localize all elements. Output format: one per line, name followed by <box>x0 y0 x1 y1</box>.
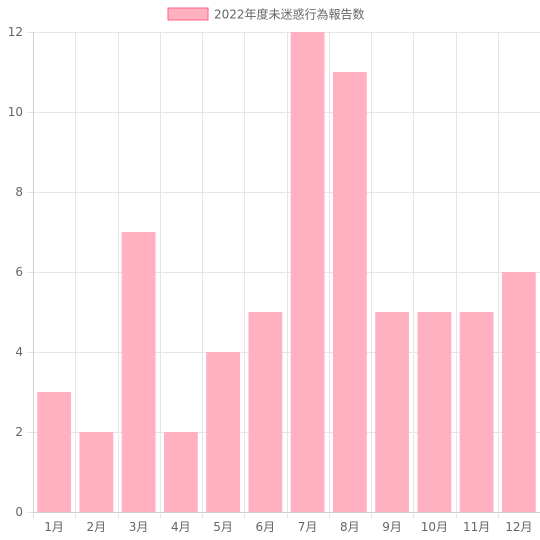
x-tick-label: 1月 <box>44 520 64 534</box>
x-tick-label: 9月 <box>382 520 402 534</box>
axes: 0 2 4 6 8 10 12 1月 2月 3月 4月 5月 6月 7月 8月 9月 10月 11月 12月 <box>8 25 540 534</box>
y-tick-label: 8 <box>15 185 23 199</box>
x-tick-label: 6月 <box>256 520 276 534</box>
bar[interactable] <box>417 312 452 512</box>
legend-swatch[interactable] <box>167 7 209 21</box>
bar[interactable] <box>206 352 241 512</box>
y-tick-label: 2 <box>15 425 23 439</box>
bar[interactable] <box>37 392 72 512</box>
bar[interactable] <box>79 432 114 512</box>
legend-label[interactable]: 2022年度未迷惑行為報告数 <box>214 7 365 22</box>
y-tick-label: 0 <box>15 505 23 519</box>
bar[interactable] <box>163 432 198 512</box>
bar[interactable] <box>290 32 325 512</box>
x-tick-label: 8月 <box>340 520 360 534</box>
y-tick-label: 4 <box>15 345 23 359</box>
x-tick-label: 10月 <box>421 520 448 534</box>
x-tick-label: 5月 <box>213 520 233 534</box>
x-tick-label: 4月 <box>171 520 191 534</box>
bar-series <box>37 32 536 512</box>
legend[interactable]: 2022年度未迷惑行為報告数 <box>167 7 365 22</box>
y-tick-label: 10 <box>8 105 23 119</box>
y-tick-label: 6 <box>15 265 23 279</box>
x-tick-label: 7月 <box>298 520 318 534</box>
bar[interactable] <box>459 312 494 512</box>
x-tick-label: 11月 <box>463 520 490 534</box>
bar[interactable] <box>248 312 283 512</box>
bar[interactable] <box>375 312 410 512</box>
bar[interactable] <box>501 272 536 512</box>
bar[interactable] <box>121 232 156 512</box>
y-tick-label: 12 <box>8 25 23 39</box>
x-tick-label: 3月 <box>129 520 149 534</box>
grid-lines <box>27 32 540 518</box>
bar[interactable] <box>332 72 367 512</box>
x-tick-label: 2月 <box>87 520 107 534</box>
x-tick-label: 12月 <box>505 520 532 534</box>
